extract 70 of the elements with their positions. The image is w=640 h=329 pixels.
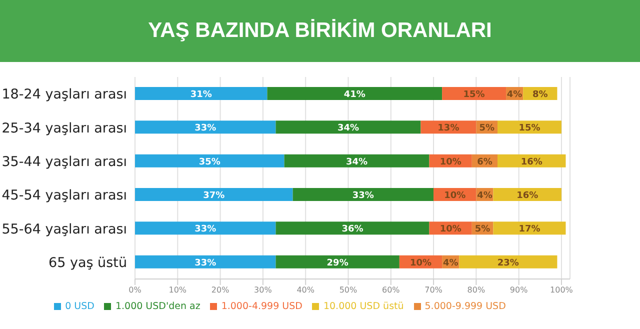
x-tick-label: 80% xyxy=(467,286,486,295)
data-label: 5% xyxy=(479,124,494,134)
bar xyxy=(267,87,442,100)
bar xyxy=(135,255,276,268)
bar xyxy=(135,87,268,100)
bar xyxy=(276,222,430,235)
data-label: 8% xyxy=(532,90,548,100)
data-label: 5% xyxy=(474,224,490,235)
legend-label: 0 USD xyxy=(65,301,94,312)
y-tick-label: 55-64 yaşları arası xyxy=(2,221,127,238)
data-label: 10% xyxy=(440,157,462,168)
data-label: 10% xyxy=(410,258,432,268)
bar xyxy=(135,120,276,134)
bar xyxy=(284,154,430,168)
data-label: 37% xyxy=(203,191,225,201)
data-label: 36% xyxy=(342,224,364,235)
legend-label: 5.000-9.999 USD xyxy=(424,301,506,312)
data-label: 34% xyxy=(337,124,360,134)
x-tick-label: 100% xyxy=(550,286,574,295)
data-label: 23% xyxy=(497,258,519,268)
data-label: 33% xyxy=(352,191,374,201)
data-label: 6% xyxy=(477,157,492,168)
data-label: 29% xyxy=(326,258,348,268)
data-label: 33% xyxy=(194,224,216,235)
bar xyxy=(276,120,421,134)
x-tick-label: 10% xyxy=(168,286,187,295)
bar xyxy=(493,222,566,235)
data-label: 4% xyxy=(477,191,492,201)
x-tick-label: 60% xyxy=(382,286,400,295)
y-tick-label: 25-34 yaşları arası xyxy=(2,120,127,136)
data-label: 10% xyxy=(444,191,466,201)
data-label: 13% xyxy=(438,124,460,134)
data-label: 34% xyxy=(346,157,368,168)
y-tick-label: 45-54 yaşları arası xyxy=(2,188,127,204)
bar xyxy=(459,255,558,268)
x-tick-label: 30% xyxy=(254,286,272,295)
x-tick-label: 50% xyxy=(339,286,358,295)
data-label: 35% xyxy=(198,157,220,168)
data-label: 17% xyxy=(518,224,540,235)
y-tick-label: 35-44 yaşları arası xyxy=(2,154,127,170)
bar xyxy=(292,188,434,201)
x-tick-label: 40% xyxy=(296,286,315,295)
data-label: 4% xyxy=(442,258,458,268)
legend-label: 1.000 USD'den az xyxy=(115,301,200,312)
data-label: 33% xyxy=(194,124,216,134)
bar xyxy=(135,188,293,201)
chart-title: YAŞ BAZINDA BİRİKİM ORANLARI xyxy=(0,0,640,62)
x-tick-label: 90% xyxy=(510,286,528,295)
y-tick-label: 18-24 yaşları arası xyxy=(2,86,127,103)
data-label: 15% xyxy=(518,124,540,134)
legend-label: 10.000 USD üstü xyxy=(323,301,404,312)
data-label: 31% xyxy=(190,90,212,100)
x-tick-label: 20% xyxy=(211,286,230,295)
data-label: 10% xyxy=(440,224,462,235)
y-tick-label: 65 yaş üstü xyxy=(48,254,127,271)
x-tick-label: 70% xyxy=(424,286,443,295)
data-label: 15% xyxy=(463,90,485,100)
data-label: 16% xyxy=(520,157,542,168)
data-label: 33% xyxy=(194,258,216,268)
bar xyxy=(135,154,284,168)
bar xyxy=(442,87,506,100)
data-label: 16% xyxy=(516,191,538,201)
data-label: 41% xyxy=(344,90,366,100)
bar xyxy=(135,222,276,235)
bar xyxy=(498,120,562,134)
data-label: 4% xyxy=(506,90,522,100)
x-tick-label: 0% xyxy=(128,286,142,295)
legend-label: 1.000-4.999 USD xyxy=(221,301,302,312)
bar xyxy=(493,188,562,201)
bar xyxy=(276,255,400,268)
